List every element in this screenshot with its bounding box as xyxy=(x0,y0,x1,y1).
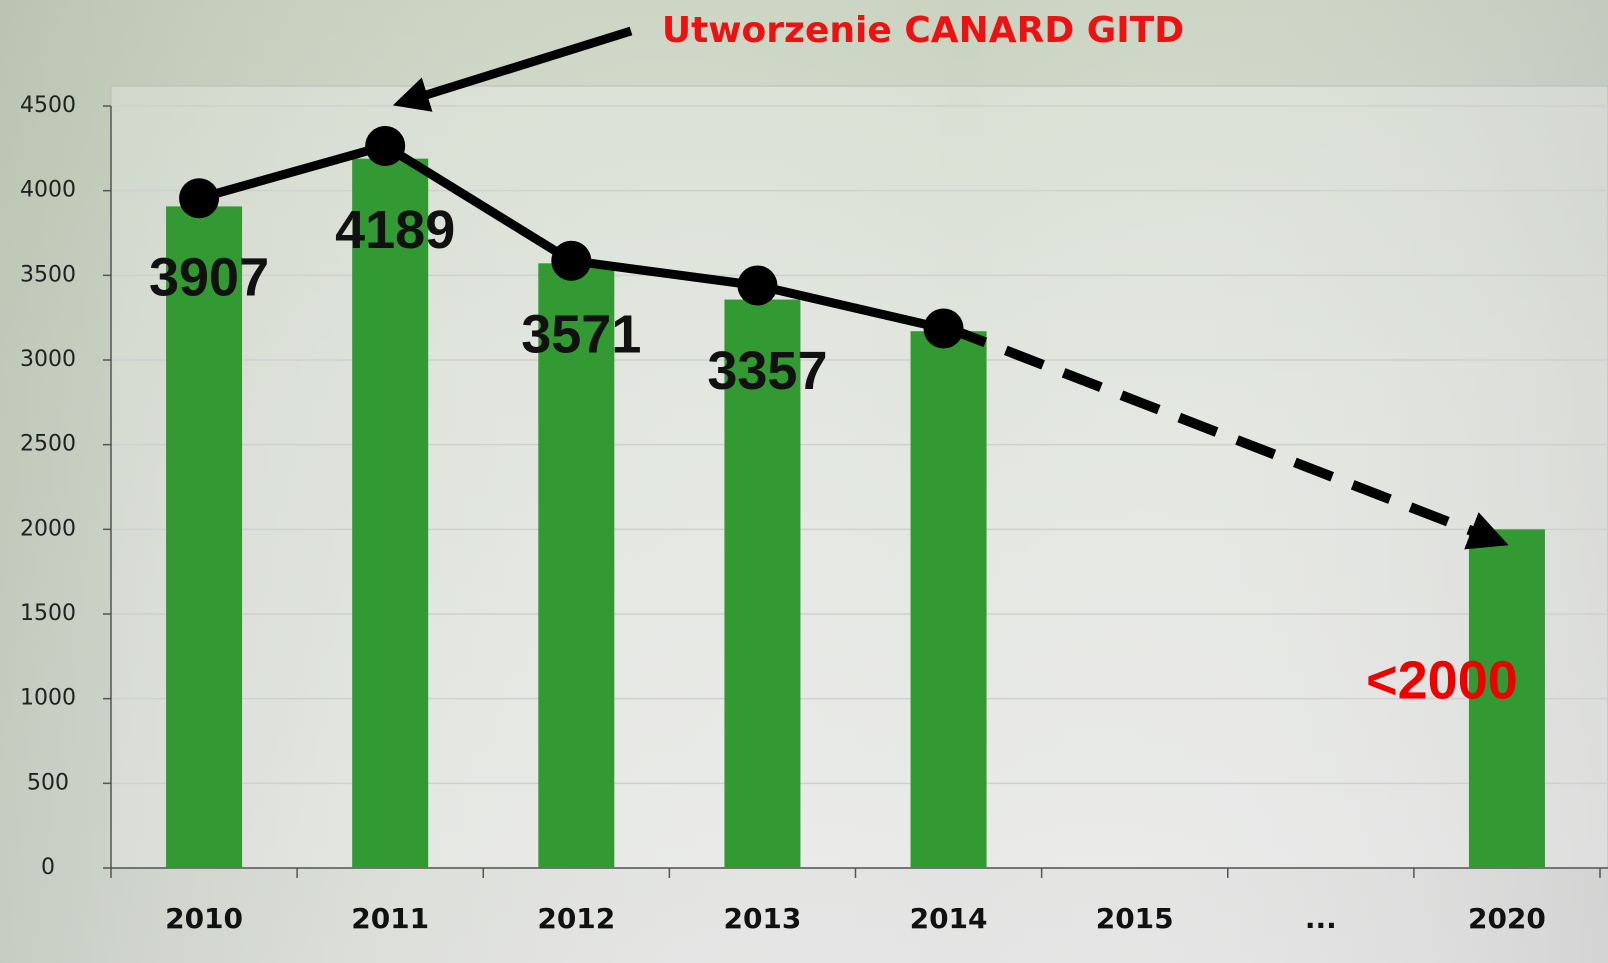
bar xyxy=(911,331,987,868)
y-tick-label: 0 xyxy=(41,855,55,880)
x-tick-label: 2013 xyxy=(723,902,801,935)
line-point xyxy=(551,241,591,281)
y-tick-label: 4500 xyxy=(20,93,76,118)
y-tick-label: 1000 xyxy=(20,686,76,711)
value-label: <2000 xyxy=(1366,651,1518,711)
annotation: Utworzenie CANARD GITD xyxy=(662,10,1184,51)
bar xyxy=(352,159,428,868)
y-tick-label: 3500 xyxy=(20,262,76,287)
y-tick-label: 2500 xyxy=(20,432,76,457)
y-tick-label: 3000 xyxy=(20,347,76,372)
x-tick-label: 2012 xyxy=(537,902,615,935)
value-label: 3357 xyxy=(707,341,827,401)
x-tick-label: 2015 xyxy=(1096,902,1174,935)
x-tick-label: 2020 xyxy=(1468,902,1546,935)
y-tick-label: 1500 xyxy=(20,601,76,626)
chart: Utworzenie CANARD GITD 0 500 1000 1500 2000 2… xyxy=(0,0,1608,963)
y-tick-label: 500 xyxy=(27,770,69,795)
y-tick-label: 4000 xyxy=(20,178,76,203)
value-label: 4189 xyxy=(335,200,455,260)
y-tick-label: 2000 xyxy=(20,516,76,541)
x-tick-label: 2010 xyxy=(165,902,243,935)
x-tick-label: 2014 xyxy=(910,902,988,935)
value-label: 3571 xyxy=(521,305,641,365)
x-tick-label: ... xyxy=(1305,902,1337,935)
x-tick-label: 2011 xyxy=(351,902,429,935)
line-point xyxy=(179,178,219,218)
line-point xyxy=(365,126,405,166)
value-label: 3907 xyxy=(149,248,269,308)
line-point xyxy=(737,265,777,305)
